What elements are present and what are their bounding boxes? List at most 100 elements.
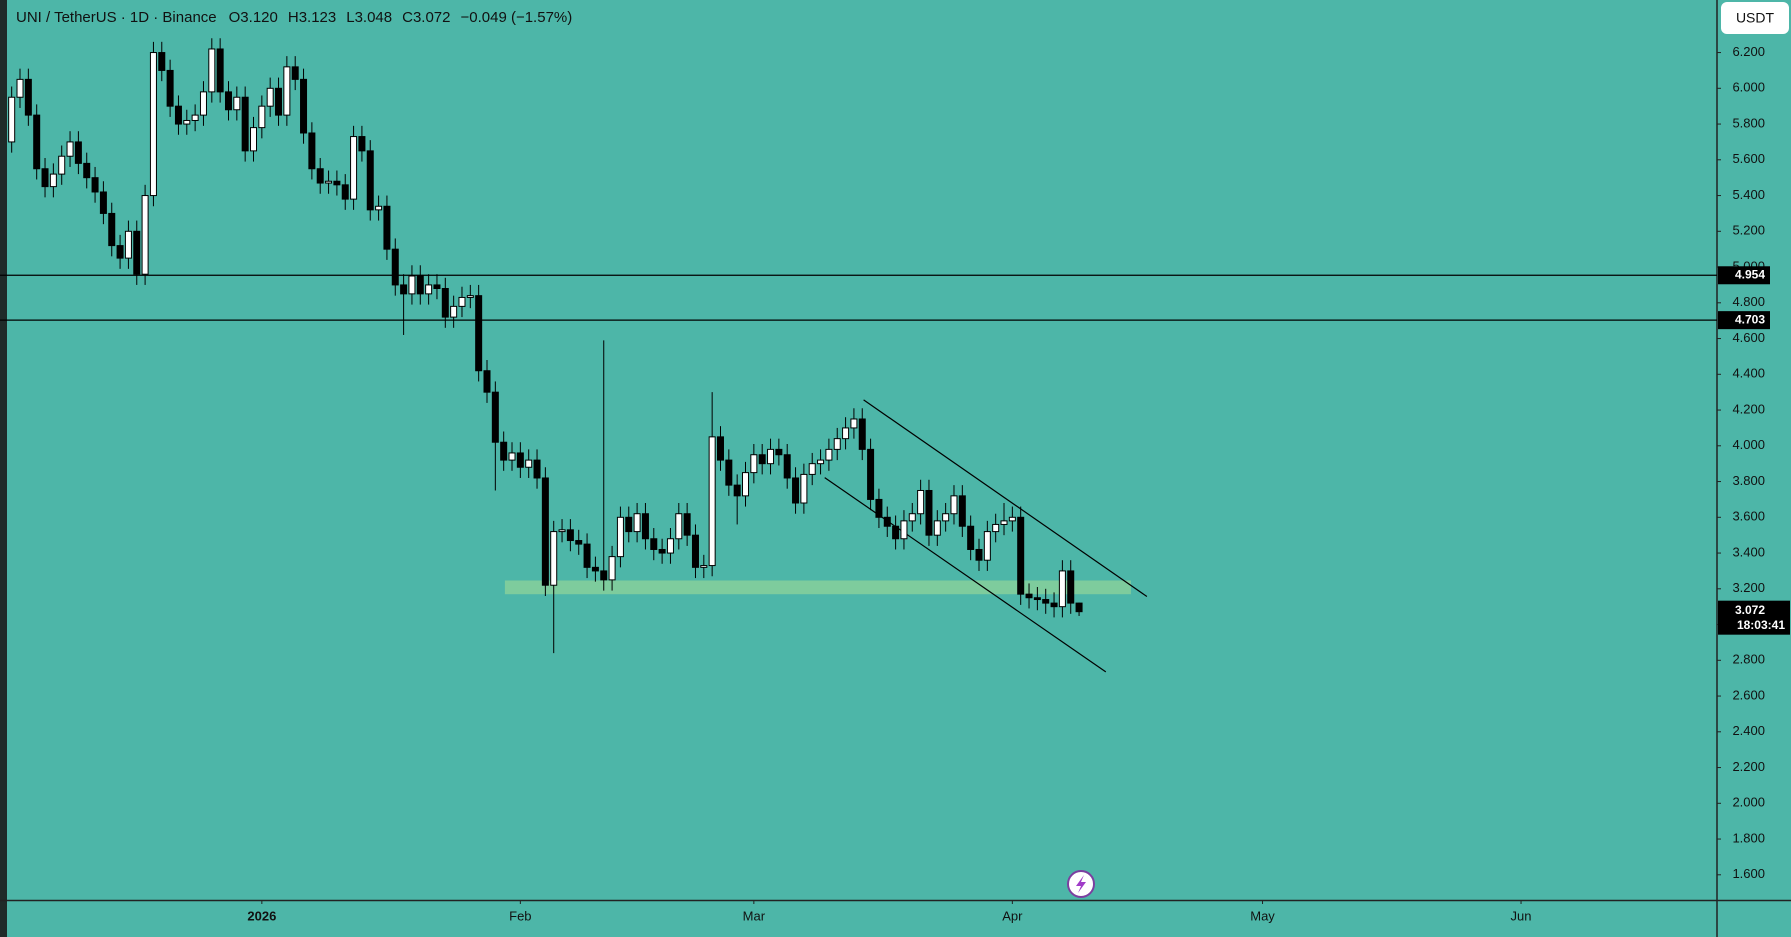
candle-body (108, 212, 116, 247)
candle-body (141, 195, 149, 275)
candle-body (1050, 602, 1058, 608)
candle-body (892, 525, 900, 540)
x-tick-label: 2026 (247, 908, 276, 923)
candle-body (124, 230, 132, 259)
candle-body (875, 498, 883, 518)
candle-body (133, 230, 141, 275)
y-tick-label: 3.800 (1732, 473, 1765, 488)
candle-body (216, 48, 224, 93)
candle-body (149, 52, 157, 197)
x-tick-label: May (1250, 908, 1275, 923)
left-edge (0, 0, 7, 937)
candle-body (525, 459, 533, 468)
candle-body (383, 205, 391, 250)
candle-body (83, 162, 91, 179)
y-tick-label: 3.200 (1732, 580, 1765, 595)
price-change: −0.049 (−1.57%) (461, 9, 573, 26)
x-tick-label: Apr (1002, 908, 1023, 923)
candle-body (900, 520, 908, 540)
candle-body (1042, 599, 1050, 604)
y-tick-label: 3.600 (1732, 509, 1765, 524)
candle-body (400, 284, 408, 295)
candle-body (792, 477, 800, 504)
y-tick-label: 4.400 (1732, 366, 1765, 381)
candle-body (883, 516, 891, 527)
countdown: 18:03:41 (1737, 618, 1785, 632)
candle-body (742, 472, 750, 497)
candle-body (8, 96, 16, 143)
currency[interactable]: USDT (1736, 10, 1775, 26)
level-label: 4.703 (1735, 312, 1765, 326)
candle-body (775, 448, 783, 456)
candle-body (867, 448, 875, 500)
candle-body (1017, 516, 1025, 595)
y-tick-label: 4.800 (1732, 294, 1765, 309)
candle-body (533, 459, 541, 479)
candle-body (1067, 570, 1075, 604)
candle-body (416, 275, 424, 295)
candle-body (808, 463, 816, 475)
candle-body (1000, 520, 1008, 525)
candle-body (358, 136, 366, 152)
y-tick-label: 4.600 (1732, 330, 1765, 345)
candle-body (666, 538, 674, 554)
candles (8, 38, 1083, 654)
candle-body (425, 284, 433, 295)
candle-body (675, 513, 683, 540)
candle-body (967, 525, 975, 550)
candle-body (166, 69, 174, 107)
candle-body (566, 529, 574, 542)
candle-body (850, 418, 858, 429)
candle-body (391, 248, 399, 286)
candle-body (558, 529, 566, 533)
candle-body (158, 52, 166, 71)
bolt-icon[interactable] (1067, 870, 1095, 898)
candle-body (233, 96, 241, 111)
ohlc-value: L3.048 (346, 9, 392, 26)
candle-body (992, 523, 1000, 533)
y-tick-label: 4.200 (1732, 401, 1765, 416)
candle-body (41, 168, 49, 188)
y-tick-label: 2.200 (1732, 759, 1765, 774)
candle-body (616, 516, 624, 558)
ohlc-value: C3.072 (402, 9, 450, 26)
candle-body (483, 370, 491, 393)
candle-body (800, 473, 808, 504)
y-tick-label: 5.200 (1732, 223, 1765, 238)
candle-body (842, 427, 850, 440)
candle-body (767, 448, 775, 465)
candle-body (575, 540, 583, 545)
candle-body (300, 78, 308, 134)
currency-box[interactable] (1721, 2, 1789, 34)
candle-body (350, 136, 358, 200)
candle-body (917, 489, 925, 515)
candle-body (408, 275, 416, 295)
candle-body (308, 132, 316, 170)
bolt[interactable] (1076, 875, 1086, 893)
candle-body (658, 548, 666, 554)
candle-body (366, 150, 374, 211)
ohlc-value: H3.123 (288, 9, 336, 26)
candle-body (250, 127, 258, 152)
candle-body (283, 66, 291, 116)
candle-body (650, 538, 658, 550)
y-tick-label: 5.600 (1732, 151, 1765, 166)
candle-body (99, 191, 107, 214)
candle-body (683, 513, 691, 536)
candle-body (725, 459, 733, 486)
support-zone (504, 580, 1131, 595)
y-tick-label: 6.200 (1732, 44, 1765, 59)
channel-upper (863, 399, 1148, 597)
last-price-tag (1718, 600, 1790, 635)
currency-button[interactable]: USDT (1721, 2, 1789, 34)
y-tick-label: 1.600 (1732, 866, 1765, 881)
candle-body (783, 454, 791, 479)
candle-body (950, 495, 958, 515)
candle-body (24, 78, 32, 116)
candle-body (958, 495, 966, 527)
candle-body (183, 119, 191, 125)
candle-body (908, 513, 916, 522)
candle-body (1008, 516, 1016, 522)
